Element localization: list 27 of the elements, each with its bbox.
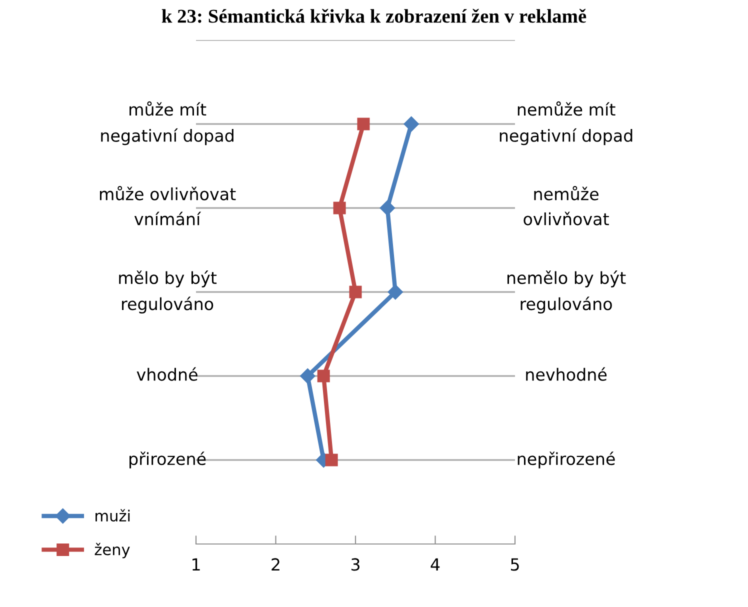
y-tick-label: může ovlivňovat vnímání: [100, 186, 236, 226]
legend-label: ženy: [94, 542, 130, 558]
x-tick-label: 4: [430, 558, 440, 571]
point: [349, 286, 362, 298]
point: [333, 202, 346, 214]
y2-tick-label: nemůže mít negativní dopad: [500, 101, 632, 146]
chart-title: k 23: Sémantická křivka k zobrazení žen v reklamě: [162, 8, 586, 23]
legend-label: muži: [96, 509, 130, 522]
point: [380, 200, 395, 216]
point: [317, 370, 330, 382]
y2-tick-label: nemělo by být regulováno: [507, 270, 626, 314]
point: [388, 284, 403, 300]
x-tick-label: 2: [272, 558, 280, 571]
y2-tick-label: nepřirozené: [518, 452, 615, 468]
y-tick-label: může mít negativní dopad: [101, 101, 234, 146]
y2-tick-label: nemůže ovlivňovat: [524, 186, 609, 226]
point: [404, 116, 419, 132]
x-tick-label: 3: [351, 558, 360, 571]
y2-tick-label: nevhodné: [526, 367, 607, 381]
y-tick-label: vhodné: [136, 367, 198, 381]
point: [325, 454, 338, 466]
point: [300, 368, 316, 384]
y-tick-label: mělo by být regulováno: [119, 270, 217, 314]
point: [357, 118, 370, 130]
y-tick-label: přirozené: [130, 452, 206, 468]
x-tick-label: 1: [192, 558, 200, 571]
x-tick-label: 5: [510, 558, 519, 571]
